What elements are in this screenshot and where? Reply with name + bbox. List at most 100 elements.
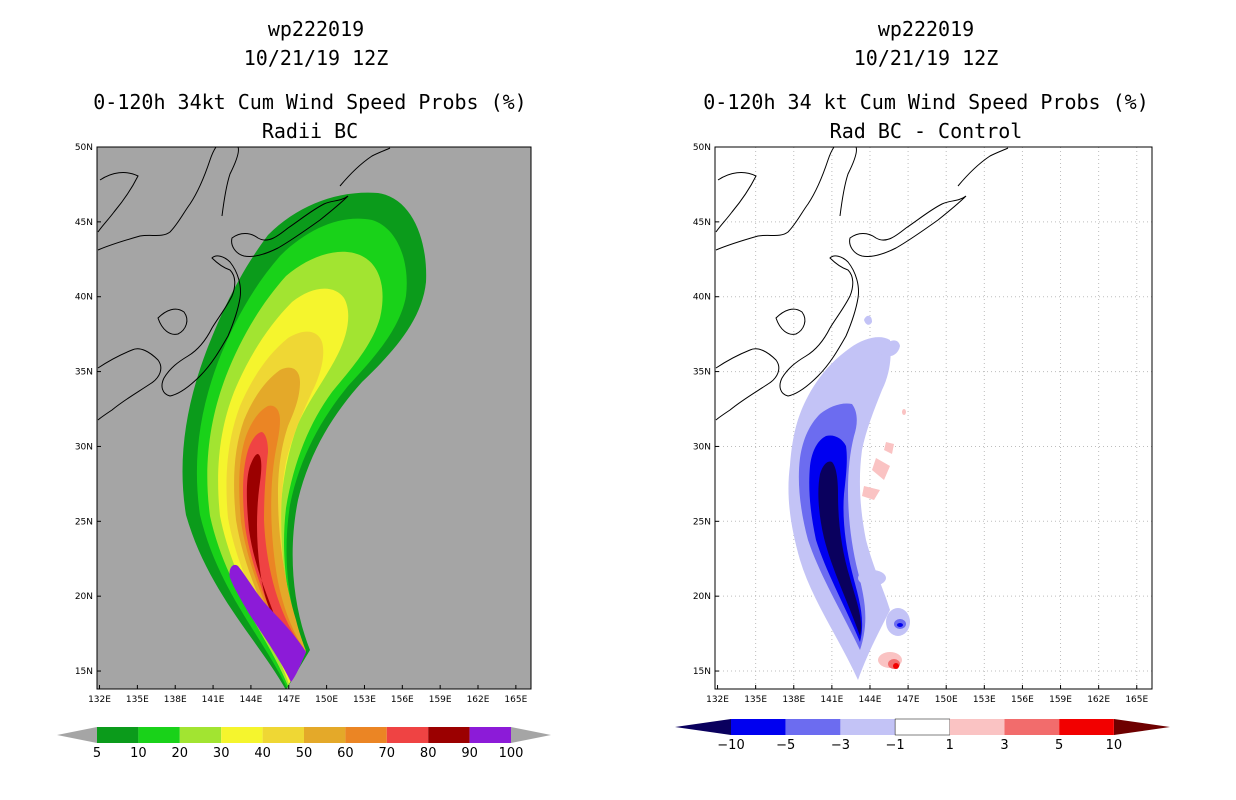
y-tick-label: 45N bbox=[75, 218, 93, 228]
x-tick-label: 147E bbox=[897, 695, 920, 705]
diff-patch-plus-1-c bbox=[884, 442, 894, 454]
right-gridlines bbox=[715, 147, 1152, 689]
x-tick-label: 141E bbox=[820, 695, 843, 705]
diff-patch-plus-1-b bbox=[862, 486, 880, 500]
left-title-line-4: Radii BC bbox=[262, 119, 358, 143]
x-tick-label: 153E bbox=[973, 695, 996, 705]
x-tick-label: 153E bbox=[353, 695, 376, 705]
colorbar-swatch-40 bbox=[262, 727, 304, 743]
colorbar-swatch bbox=[731, 719, 786, 735]
colorbar-swatch bbox=[949, 719, 1005, 735]
colorbar-swatch-60 bbox=[345, 727, 387, 743]
left-title-line-1: wp222019 bbox=[268, 17, 364, 41]
right-colorbar-high-arrow bbox=[1114, 719, 1170, 735]
x-tick-label: 147E bbox=[277, 695, 300, 705]
y-tick-label: 15N bbox=[75, 667, 93, 677]
x-tick-label: 144E bbox=[859, 695, 882, 705]
right-axis-ticks: 132E 135E 138E 141E 144E 147E 150E 153E 156E 159E… bbox=[693, 143, 1149, 705]
y-tick-label: 15N bbox=[693, 667, 711, 677]
right-title-line-4: Rad BC - Control bbox=[830, 119, 1023, 143]
colorbar-swatch bbox=[840, 719, 896, 735]
right-map-frame bbox=[714, 146, 1153, 690]
colorbar-swatch-80 bbox=[428, 727, 470, 743]
y-tick-label: 45N bbox=[693, 218, 711, 228]
x-tick-label: 150E bbox=[935, 695, 958, 705]
diff-speck-plus-1 bbox=[902, 409, 906, 415]
left-axis-ticks: 132E 135E 138E 141E 144E 147E 150E 153E 156E 159E… bbox=[75, 143, 528, 705]
colorbar-label: 5 bbox=[93, 746, 101, 761]
x-tick-label: 165E bbox=[504, 695, 527, 705]
y-tick-label: 50N bbox=[693, 143, 711, 153]
colorbar-label: −3 bbox=[831, 738, 850, 753]
diff-patch-minus-1-north-small bbox=[864, 315, 872, 325]
colorbar-swatch-5 bbox=[97, 727, 139, 743]
right-colorbar-low-arrow bbox=[675, 719, 731, 735]
colorbar-swatch-10 bbox=[138, 727, 180, 743]
right-map-background bbox=[715, 147, 1152, 689]
left-probability-field bbox=[97, 147, 427, 689]
colorbar-swatch-20 bbox=[179, 727, 222, 743]
colorbar-label: −1 bbox=[886, 738, 905, 753]
x-tick-label: 138E bbox=[782, 695, 805, 705]
x-tick-label: 162E bbox=[1087, 695, 1110, 705]
colorbar-swatch-50 bbox=[304, 727, 346, 743]
colorbar-label: 30 bbox=[213, 746, 230, 761]
diff-patch-plus-1 bbox=[872, 458, 890, 480]
y-tick-label: 40N bbox=[693, 293, 711, 303]
y-tick-label: 20N bbox=[693, 592, 711, 602]
right-coastlines bbox=[715, 147, 1009, 421]
left-colorbar-high-arrow bbox=[511, 727, 551, 743]
right-title-line-1: wp222019 bbox=[878, 17, 974, 41]
x-tick-label: 144E bbox=[239, 695, 262, 705]
x-tick-label: 135E bbox=[744, 695, 767, 705]
colorbar-label: −5 bbox=[776, 738, 795, 753]
colorbar-label: 20 bbox=[172, 746, 189, 761]
diff-patch-minus-1 bbox=[858, 570, 886, 586]
colorbar-swatch bbox=[785, 719, 841, 735]
diff-patch-plus-5-south bbox=[893, 663, 899, 669]
y-tick-label: 30N bbox=[693, 442, 711, 452]
colorbar-label: 80 bbox=[420, 746, 437, 761]
colorbar-swatch-90 bbox=[469, 727, 511, 743]
colorbar-swatch-30 bbox=[221, 727, 263, 743]
colorbar-swatch-70 bbox=[386, 727, 429, 743]
x-tick-label: 159E bbox=[429, 695, 452, 705]
colorbar-swatch bbox=[1059, 719, 1114, 735]
left-colorbar-low-arrow bbox=[57, 727, 97, 743]
colorbar-label: 100 bbox=[499, 746, 524, 761]
right-title-line-3: 0-120h 34 kt Cum Wind Speed Probs (%) bbox=[703, 90, 1149, 114]
x-tick-label: 156E bbox=[1011, 695, 1034, 705]
y-tick-label: 40N bbox=[75, 293, 93, 303]
right-title-line-2: 10/21/19 12Z bbox=[854, 46, 999, 70]
y-tick-label: 20N bbox=[75, 592, 93, 602]
x-tick-label: 162E bbox=[467, 695, 490, 705]
x-tick-label: 132E bbox=[706, 695, 729, 705]
y-tick-label: 35N bbox=[693, 368, 711, 378]
colorbar-label: 3 bbox=[1000, 738, 1008, 753]
left-title-line-2: 10/21/19 12Z bbox=[244, 46, 389, 70]
left-panel: wp222019 10/21/19 12Z 0-120h 34kt Cum Wi… bbox=[57, 17, 551, 761]
y-tick-label: 50N bbox=[75, 143, 93, 153]
diff-patch-minus-1-north bbox=[878, 340, 900, 357]
x-tick-label: 138E bbox=[164, 695, 187, 705]
colorbar-label: 60 bbox=[337, 746, 354, 761]
diff-patch-minus-5-south bbox=[897, 623, 903, 627]
y-tick-label: 25N bbox=[75, 517, 93, 527]
colorbar-label: 10 bbox=[1106, 738, 1123, 753]
colorbar-swatch bbox=[894, 718, 951, 736]
colorbar-label: 50 bbox=[296, 746, 313, 761]
colorbar-label: 40 bbox=[254, 746, 271, 761]
y-tick-label: 35N bbox=[75, 368, 93, 378]
colorbar-label: 90 bbox=[461, 746, 478, 761]
y-tick-label: 30N bbox=[75, 442, 93, 452]
x-tick-label: 156E bbox=[391, 695, 414, 705]
colorbar-label: 5 bbox=[1055, 738, 1063, 753]
colorbar-label: −10 bbox=[717, 738, 744, 753]
colorbar-swatch bbox=[1004, 719, 1060, 735]
x-tick-label: 141E bbox=[202, 695, 225, 705]
left-colorbar: 5 10 20 30 40 50 60 70 80 90 100 bbox=[57, 727, 551, 761]
x-tick-label: 165E bbox=[1125, 695, 1148, 705]
right-difference-field bbox=[715, 147, 1009, 680]
right-colorbar: −10 −5 −3 −1 1 3 5 10 bbox=[675, 718, 1170, 753]
